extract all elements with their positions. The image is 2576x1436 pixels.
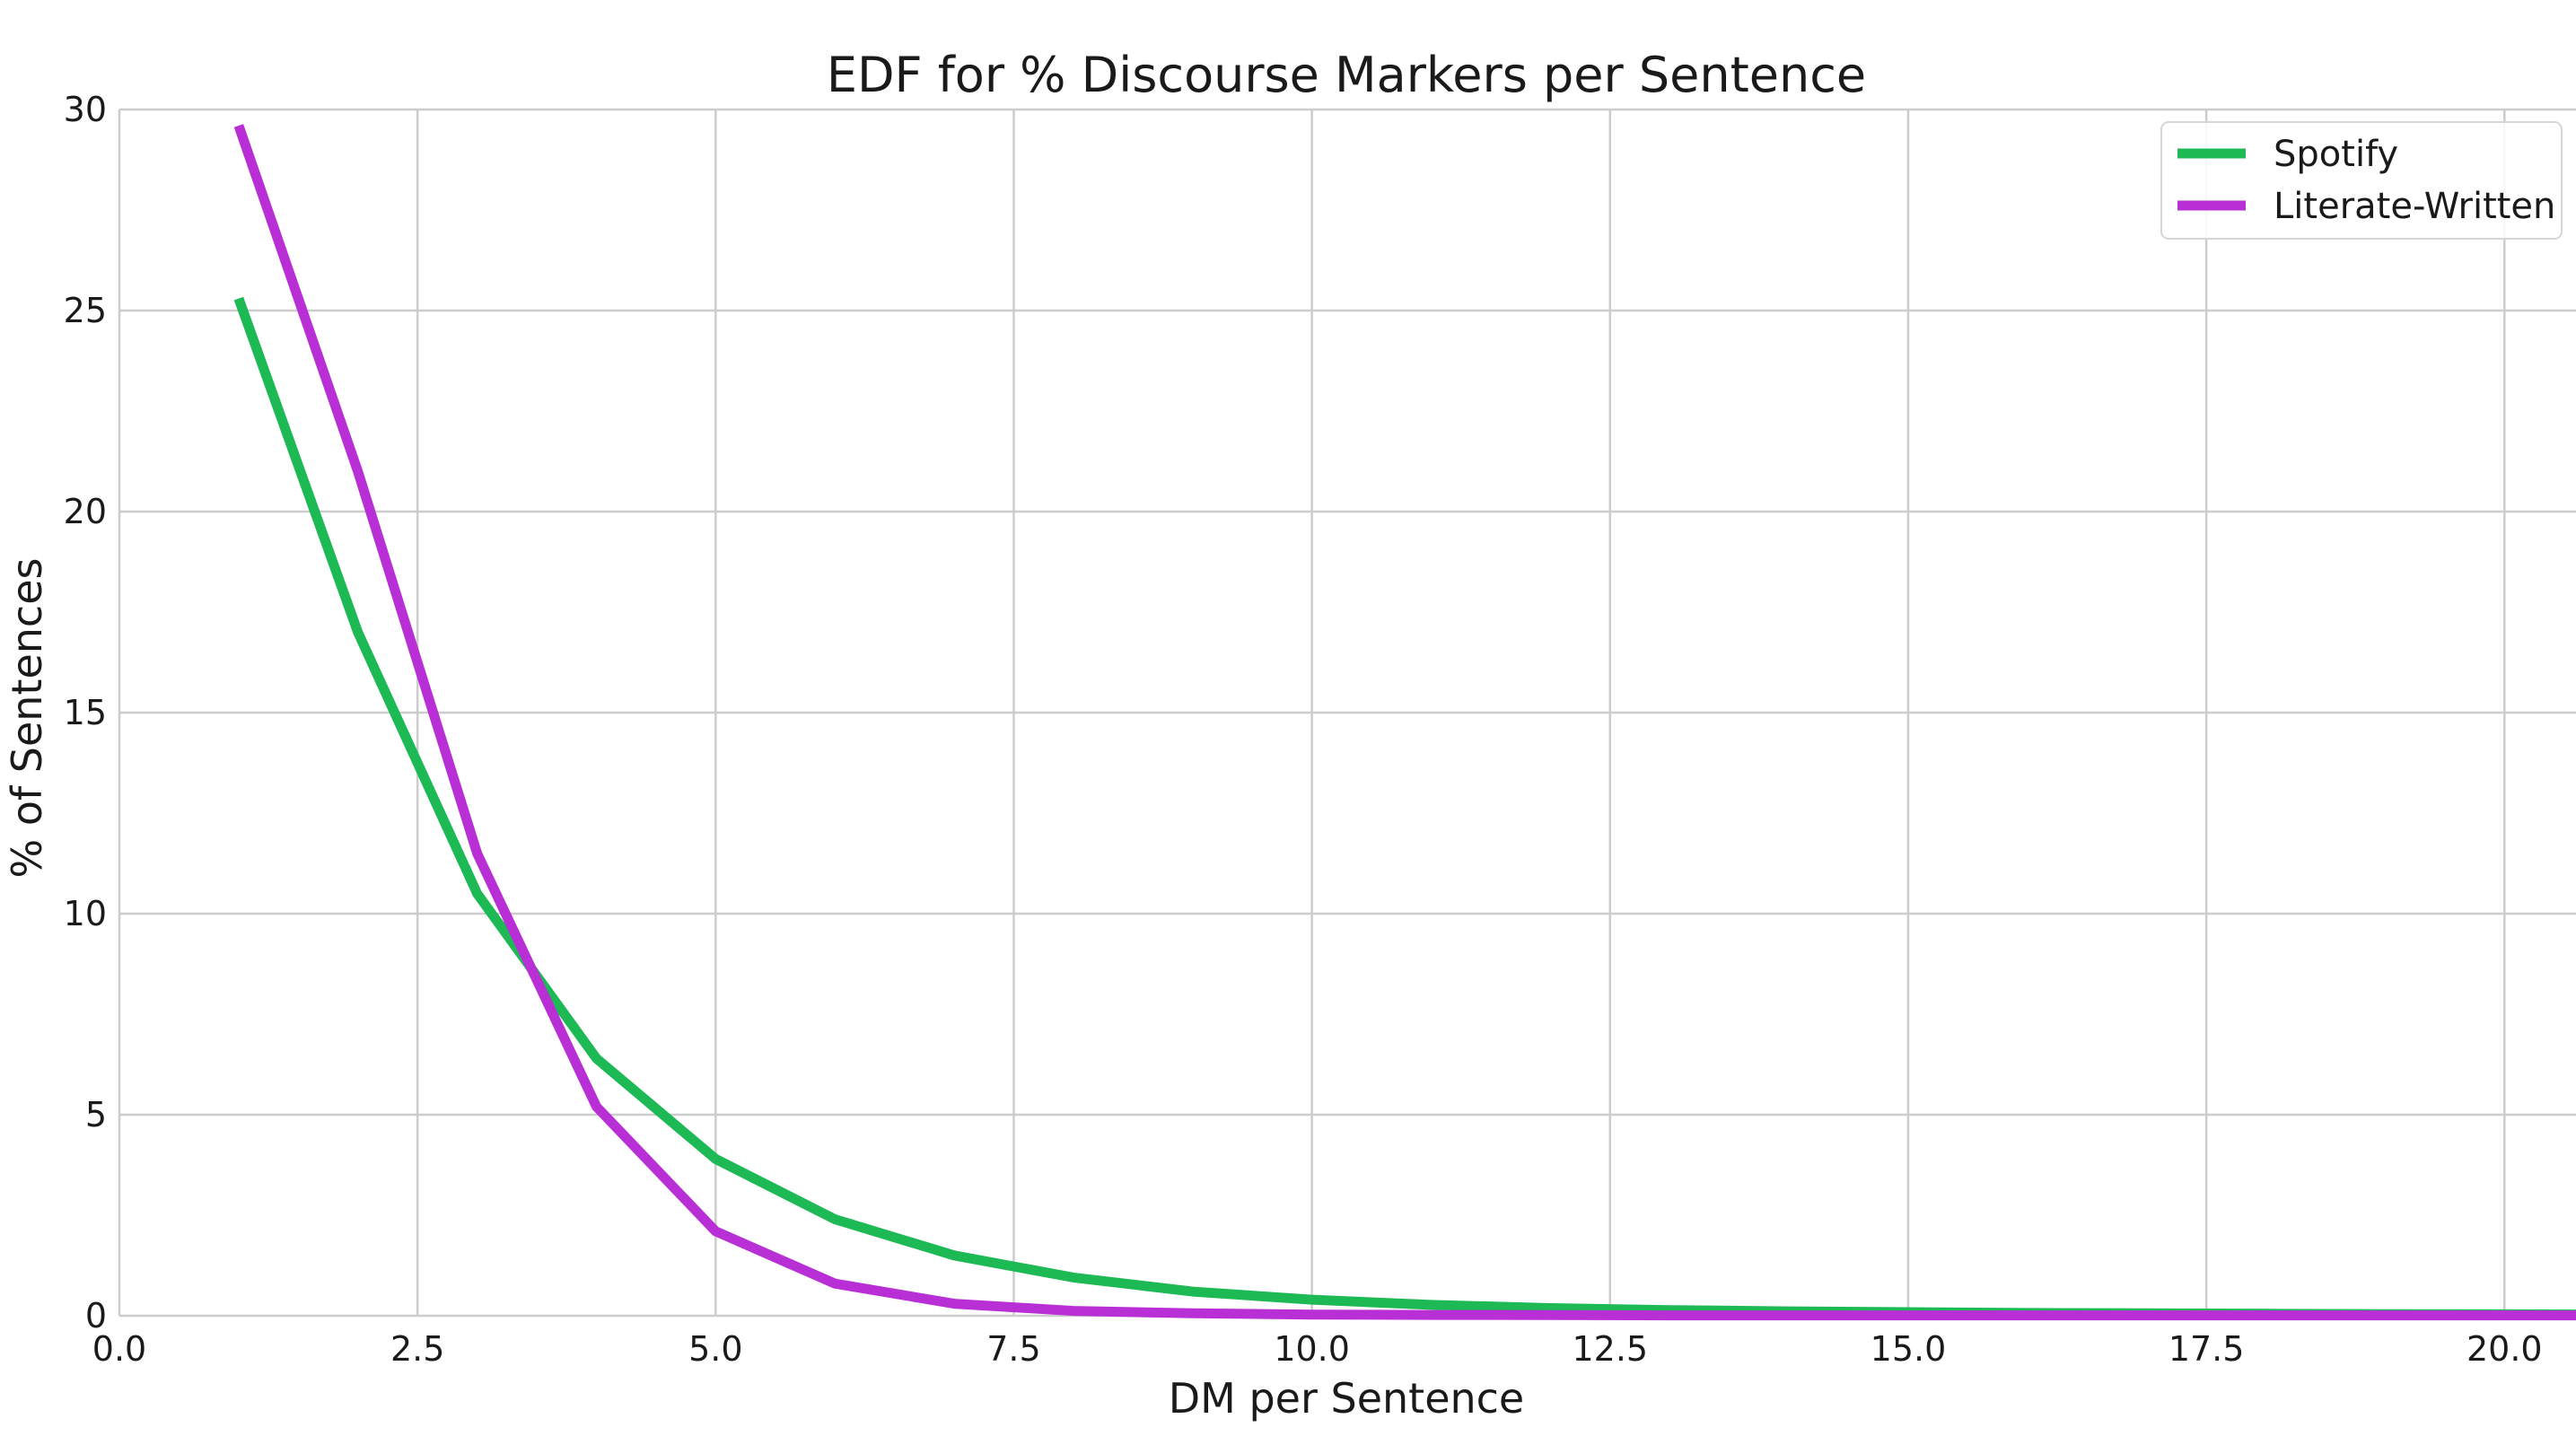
axis-layer: 0.0 2.5 5.0 7.5 10.0 12.5 15.0 17.5 20.0 0 5 10 15 20…	[64, 90, 2576, 1369]
series-layer	[233, 124, 2576, 1321]
y-axis-label: % of Sentences	[3, 558, 51, 879]
x-tick-label: 10.0	[1274, 1329, 1350, 1369]
y-tick-label: 5	[85, 1095, 107, 1134]
y-tick-label: 15	[64, 693, 107, 732]
chart-title: EDF for % Discourse Markers per Sentence	[827, 47, 1866, 103]
x-tick-label: 7.5	[986, 1329, 1040, 1369]
grid-layer	[119, 108, 2576, 1316]
legend-label-spotify: Spotify	[2274, 134, 2398, 175]
y-tick-label: 30	[64, 90, 107, 129]
series-line-spotify	[233, 296, 2576, 1320]
y-tick-label: 25	[64, 291, 107, 330]
legend-box	[2160, 121, 2563, 240]
y-tick-label: 20	[64, 492, 107, 531]
x-tick-label: 17.5	[2169, 1329, 2245, 1369]
legend-label-literate-written: Literate-Written	[2274, 186, 2555, 227]
y-tick-label: 10	[64, 894, 107, 933]
x-tick-label: 0.0	[92, 1329, 146, 1369]
x-axis-label: DM per Sentence	[1169, 1374, 1525, 1423]
x-tick-label: 12.5	[1572, 1329, 1648, 1369]
x-tick-label: 5.0	[688, 1329, 742, 1369]
series-line-literate-written	[233, 124, 2576, 1321]
x-tick-label: 20.0	[2466, 1329, 2543, 1369]
legend: Spotify Literate-Written	[2160, 121, 2563, 240]
x-tick-label: 15.0	[1871, 1329, 1947, 1369]
y-tick-label: 0	[85, 1296, 107, 1335]
x-tick-label: 2.5	[390, 1329, 444, 1369]
